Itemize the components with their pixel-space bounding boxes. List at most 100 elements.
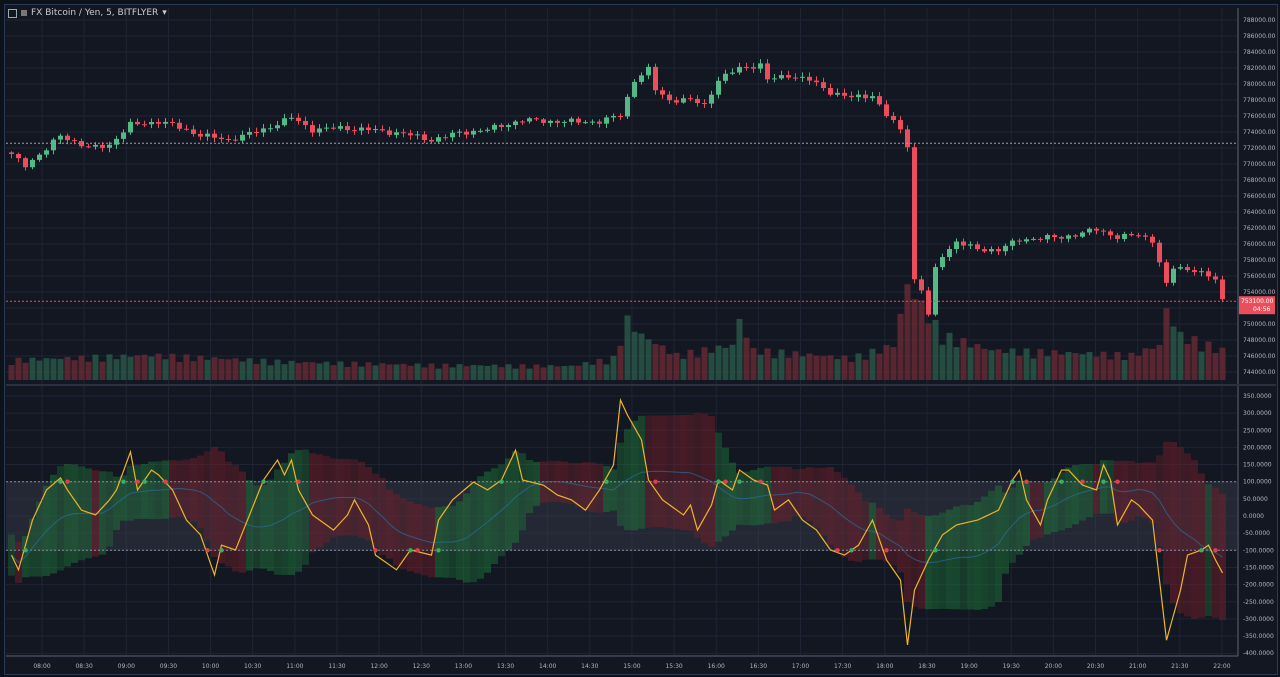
volume-bar [225,359,232,380]
volume-bar [624,315,631,380]
time-axis-label: 12:30 [413,663,430,670]
time-axis-label: 11:30 [328,663,345,670]
candle-body [940,257,945,268]
candle-body [625,96,630,117]
osc-axis-label: 300.0000 [1243,410,1272,417]
candle-body [583,122,588,124]
candle-body [233,139,238,141]
candle-body [716,80,721,95]
sell-signal-dot [65,479,70,484]
candle-body [1066,235,1071,239]
volume-bar [1079,354,1086,380]
volume-bar [183,354,190,380]
volume-bar [1023,348,1030,380]
candle-body [149,122,154,125]
osc-axis-label: 200.0000 [1243,444,1272,451]
candle-body [758,63,763,69]
volume-bar [533,364,540,380]
volume-bar [736,318,743,380]
sell-signal-dot [135,479,140,484]
candle-body [639,75,644,82]
candle-body [51,139,56,151]
candle-body [65,135,70,141]
volume-bar [8,365,15,380]
candle-body [534,118,539,120]
candle-body [1129,233,1134,236]
volume-bar [330,365,337,380]
osc-axis-label: -100.0000 [1243,547,1274,554]
time-axis-label: 13:30 [497,663,514,670]
buy-signal-dot [408,548,413,553]
candle-body [443,137,448,139]
volume-bar [71,360,78,380]
candle-body [499,124,504,128]
osc-axis-label: -400.0000 [1243,650,1274,657]
sell-signal-dot [723,479,728,484]
buy-signal-dot [142,479,147,484]
bar-countdown: 04:56 [1253,306,1270,313]
time-axis-label: 16:30 [750,663,767,670]
volume-bar [869,348,876,380]
volume-bar [260,358,267,380]
volume-bar [78,355,85,380]
candle-body [807,76,812,81]
layout-grid-icon[interactable] [8,8,17,18]
volume-bar [113,359,120,380]
candle-body [184,128,189,130]
symbol-header[interactable]: FX Bitcoin / Yen, 5, BITFLYER ▾ [8,8,167,18]
candle-body [338,126,343,129]
volume-bar [554,366,561,380]
volume-bar [1009,348,1016,380]
volume-bar [393,364,400,380]
volume-bar [316,363,323,380]
volume-bar [568,365,575,380]
volume-bar [1135,355,1142,380]
volume-bar [1107,359,1114,380]
candle-body [156,122,161,124]
volume-bar [456,364,463,380]
candle-body [1164,262,1169,283]
candle-body [954,241,959,249]
time-axis-label: 15:30 [665,663,682,670]
price-axis-label: 766000.00 [1243,193,1276,200]
volume-bar [351,361,358,380]
chevron-down-icon[interactable]: ▾ [162,8,167,18]
candle-body [317,128,322,133]
time-axis-label: 19:00 [960,663,977,670]
volume-bar [960,338,967,380]
candle-body [191,129,196,134]
candle-body [884,104,889,117]
volume-bar [526,368,533,380]
time-axis-label: 14:30 [581,663,598,670]
volume-bar [757,354,764,380]
volume-bar [701,347,708,380]
volume-bar [477,365,484,380]
volume-bar [197,355,204,380]
candle-body [359,127,364,131]
candle-body [772,78,777,80]
current-price-label: 753100.00 [1241,298,1274,305]
osc-axis-label: 150.0000 [1243,462,1272,469]
volume-bar [127,356,134,380]
symbol-title[interactable]: FX Bitcoin / Yen, 5, BITFLYER [31,8,159,18]
time-axis-label: 22:00 [1213,663,1230,670]
volume-bar [1058,354,1065,380]
osc-axis-label: -300.0000 [1243,616,1274,623]
candle-body [604,117,609,124]
osc-line [10,397,1224,646]
candle-body [1059,237,1064,239]
volume-bar [722,347,729,380]
time-axis-label: 11:00 [286,663,303,670]
time-axis-label: 21:30 [1171,663,1188,670]
candle-body [765,63,770,80]
candle-body [261,128,266,133]
candle-body [1122,233,1127,239]
volume-bar [190,361,197,380]
candle-body [730,72,735,74]
buy-signal-dot [1101,479,1106,484]
volume-bar [428,363,435,380]
sell-signal-dot [758,479,763,484]
price-axis-label: 760000.00 [1243,241,1276,248]
buy-signal-dot [737,479,742,484]
